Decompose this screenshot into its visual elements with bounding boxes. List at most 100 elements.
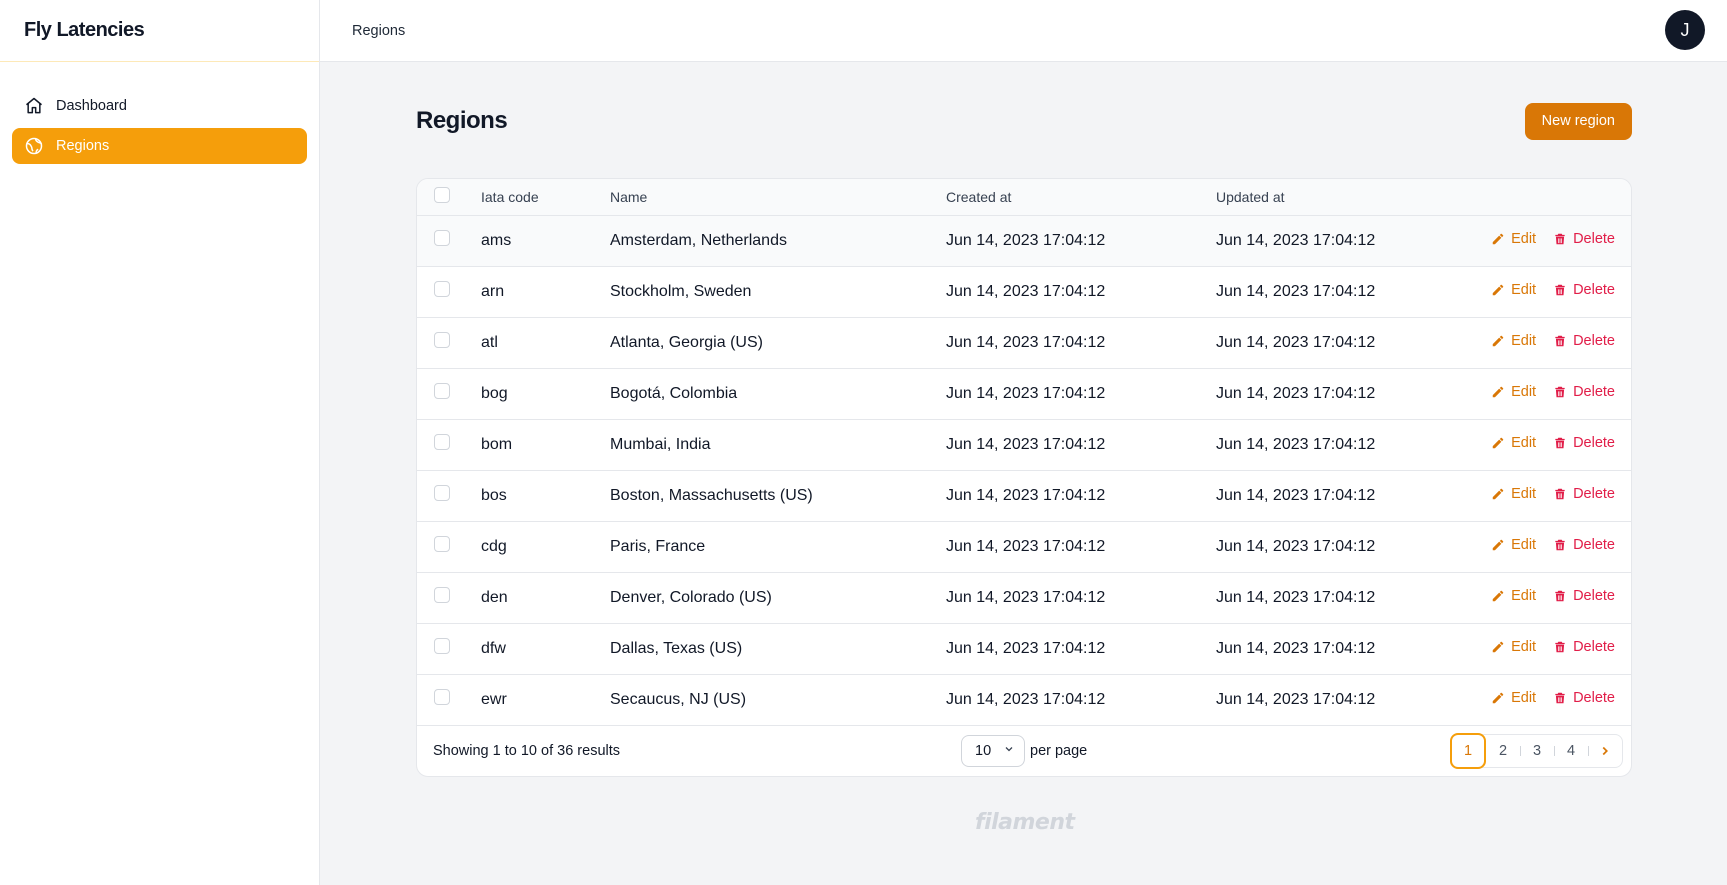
delete-label: Delete — [1573, 689, 1615, 706]
edit-label: Edit — [1511, 332, 1537, 349]
trash-icon — [1553, 691, 1567, 705]
delete-label: Delete — [1573, 587, 1615, 604]
delete-label: Delete — [1573, 383, 1615, 400]
row-select-cell — [417, 623, 481, 674]
row-select-cell — [417, 317, 481, 368]
cell-created-at: Jun 14, 2023 17:04:12 — [946, 282, 1106, 300]
row-select-cell — [417, 521, 481, 572]
edit-button[interactable]: Edit — [1491, 690, 1536, 706]
row-checkbox[interactable] — [434, 689, 450, 705]
sidebar-item-dashboard[interactable]: Dashboard — [12, 88, 307, 124]
table-row[interactable]: den Denver, Colorado (US) Jun 14, 2023 17:… — [417, 572, 1631, 623]
edit-button[interactable]: Edit — [1491, 231, 1536, 247]
page-button-4[interactable]: 4 — [1554, 734, 1588, 768]
cell-name: Stockholm, Sweden — [610, 282, 752, 300]
delete-button[interactable]: Delete — [1553, 690, 1615, 706]
cell-updated-at: Jun 14, 2023 17:04:12 — [1216, 588, 1376, 606]
edit-label: Edit — [1511, 281, 1537, 298]
edit-button[interactable]: Edit — [1491, 588, 1536, 604]
cell-name: Boston, Massachusetts (US) — [610, 486, 813, 504]
row-checkbox[interactable] — [434, 383, 450, 399]
row-select-cell — [417, 368, 481, 419]
table-row[interactable]: bom Mumbai, India Jun 14, 2023 17:04:12 Jun… — [417, 419, 1631, 470]
edit-button[interactable]: Edit — [1491, 333, 1536, 349]
trash-icon — [1553, 589, 1567, 603]
cell-updated-at: Jun 14, 2023 17:04:12 — [1216, 333, 1376, 351]
cell-created-at: Jun 14, 2023 17:04:12 — [946, 435, 1106, 453]
cell-name: Amsterdam, Netherlands — [610, 231, 787, 249]
delete-button[interactable]: Delete — [1553, 282, 1615, 298]
delete-button[interactable]: Delete — [1553, 231, 1615, 247]
per-page-value: 10 — [975, 742, 992, 759]
row-checkbox[interactable] — [434, 485, 450, 501]
trash-icon — [1553, 640, 1567, 654]
table-row[interactable]: atl Atlanta, Georgia (US) Jun 14, 2023 17:… — [417, 317, 1631, 368]
row-checkbox[interactable] — [434, 230, 450, 246]
delete-label: Delete — [1573, 230, 1615, 247]
delete-button[interactable]: Delete — [1553, 435, 1615, 451]
results-summary: Showing 1 to 10 of 36 results — [433, 742, 621, 759]
delete-button[interactable]: Delete — [1553, 588, 1615, 604]
delete-label: Delete — [1573, 485, 1615, 502]
row-checkbox[interactable] — [434, 434, 450, 450]
edit-label: Edit — [1511, 536, 1537, 553]
table-row[interactable]: ewr Secaucus, NJ (US) Jun 14, 2023 17:04:1… — [417, 674, 1631, 725]
edit-button[interactable]: Edit — [1491, 384, 1536, 400]
table-row[interactable]: arn Stockholm, Sweden Jun 14, 2023 17:04:1… — [417, 266, 1631, 317]
select-all-checkbox[interactable] — [434, 187, 450, 204]
row-select-cell — [417, 572, 481, 623]
per-page-label: per page — [1030, 742, 1088, 759]
page-button-3[interactable]: 3 — [1520, 734, 1554, 768]
table-row[interactable]: ams Amsterdam, Netherlands Jun 14, 2023 17… — [417, 215, 1631, 266]
table-row[interactable]: cdg Paris, France Jun 14, 2023 17:04:12 Jun… — [417, 521, 1631, 572]
column-header-name[interactable]: Name — [610, 179, 946, 216]
avatar[interactable]: J — [1665, 10, 1705, 50]
cell-created-at: Jun 14, 2023 17:04:12 — [946, 384, 1106, 402]
page-button-1[interactable]: 1 — [1450, 732, 1486, 769]
delete-button[interactable]: Delete — [1553, 486, 1615, 502]
cell-name: Atlanta, Georgia (US) — [610, 333, 763, 351]
pencil-icon — [1491, 487, 1505, 501]
table-row[interactable]: bos Boston, Massachusetts (US) Jun 14, 202… — [417, 470, 1631, 521]
table-row[interactable]: dfw Dallas, Texas (US) Jun 14, 2023 17:04:… — [417, 623, 1631, 674]
row-actions: Edit Delete — [1425, 623, 1631, 674]
sidebar-item-regions[interactable]: Regions — [12, 128, 307, 164]
cell-updated-at: Jun 14, 2023 17:04:12 — [1216, 282, 1376, 300]
table-row[interactable]: bog Bogotá, Colombia Jun 14, 2023 17:04:12… — [417, 368, 1631, 419]
regions-table: Iata code Name Created at Updated at ams… — [417, 179, 1631, 726]
edit-button[interactable]: Edit — [1491, 435, 1536, 451]
delete-button[interactable]: Delete — [1553, 639, 1615, 655]
filament-logo: filament — [975, 810, 1075, 835]
pencil-icon — [1491, 691, 1505, 705]
breadcrumb[interactable]: Regions — [352, 22, 406, 39]
row-actions: Edit Delete — [1425, 674, 1631, 725]
new-region-button[interactable]: New region — [1524, 102, 1632, 140]
cell-iata-code: bog — [481, 384, 508, 402]
per-page-select[interactable]: 10 — [961, 734, 1025, 767]
edit-button[interactable]: Edit — [1491, 537, 1536, 553]
delete-button[interactable]: Delete — [1553, 537, 1615, 553]
delete-label: Delete — [1573, 536, 1615, 553]
trash-icon — [1553, 232, 1567, 246]
column-header-created-at[interactable]: Created at — [946, 179, 1216, 216]
cell-created-at: Jun 14, 2023 17:04:12 — [946, 231, 1106, 249]
next-page-button[interactable] — [1588, 734, 1622, 768]
pencil-icon — [1491, 232, 1505, 246]
row-checkbox[interactable] — [434, 587, 450, 603]
page-button-2[interactable]: 2 — [1498, 742, 1508, 759]
topbar: Regions J — [320, 0, 1727, 62]
app-title[interactable]: Fly Latencies — [0, 0, 319, 62]
edit-button[interactable]: Edit — [1491, 282, 1536, 298]
row-checkbox[interactable] — [434, 332, 450, 348]
row-checkbox[interactable] — [434, 281, 450, 297]
column-header-iata-code[interactable]: Iata code — [481, 179, 610, 216]
edit-button[interactable]: Edit — [1491, 639, 1536, 655]
column-header-updated-at[interactable]: Updated at — [1216, 179, 1426, 216]
row-checkbox[interactable] — [434, 638, 450, 654]
edit-button[interactable]: Edit — [1491, 486, 1536, 502]
trash-icon — [1553, 487, 1567, 501]
delete-button[interactable]: Delete — [1553, 384, 1615, 400]
delete-button[interactable]: Delete — [1553, 333, 1615, 349]
home-icon — [24, 96, 44, 116]
row-checkbox[interactable] — [434, 536, 450, 552]
